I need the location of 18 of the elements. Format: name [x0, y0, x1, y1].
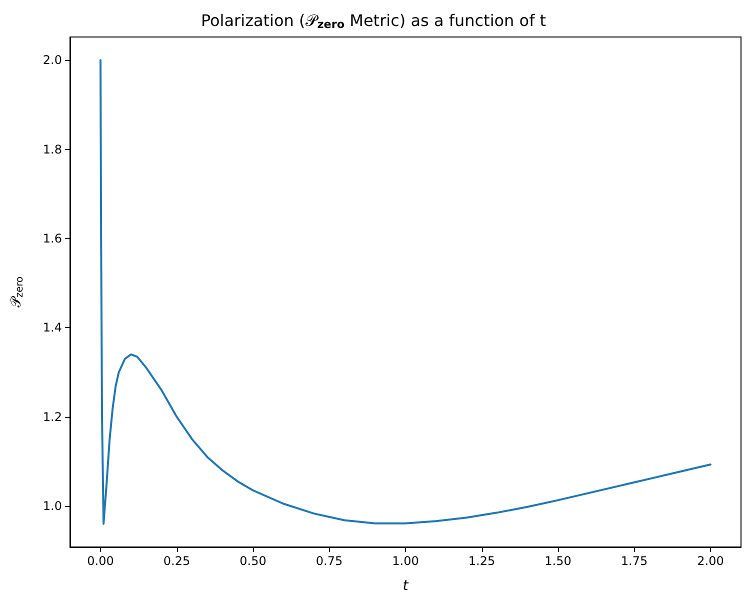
y-tick-label: 1.2: [42, 410, 62, 424]
y-tick-label: 2.0: [42, 53, 62, 68]
x-tick-label: 0.50: [240, 554, 266, 568]
x-tick-label: 0.25: [163, 554, 190, 568]
x-tick-label: 0.75: [316, 554, 343, 568]
y-tick-label: 1.8: [42, 142, 62, 156]
x-tick-label: 1.50: [544, 554, 572, 568]
x-tick-label: 1.25: [468, 554, 496, 568]
x-axis-title: t: [402, 578, 409, 594]
x-tick-label: 0.00: [87, 554, 114, 568]
x-tick-label: 2.00: [697, 554, 724, 568]
x-tick-label: 1.75: [620, 554, 648, 568]
y-tick-label: 1.4: [42, 320, 62, 335]
line-series: [100, 59, 712, 525]
y-tick-label: 1.6: [42, 232, 62, 246]
y-tick-label: 1.0: [42, 498, 62, 513]
x-tick-label: 1.00: [392, 554, 419, 568]
y-axis-title: 𝒫zero: [8, 276, 26, 308]
